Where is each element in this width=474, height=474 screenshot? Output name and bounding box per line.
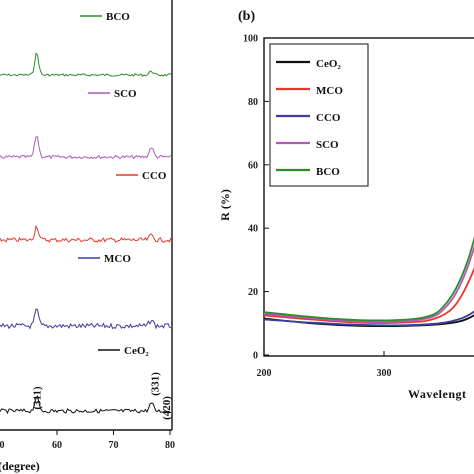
xrd-legend-label: BCO	[106, 11, 130, 23]
reflectance-panel: (b) 020406080100200300400500 CeO₂MCOCCOS…	[218, 9, 474, 401]
xrd-x-tick-label: 80	[165, 440, 175, 451]
reflectance-y-axis-label: R (%)	[218, 189, 232, 221]
reflectance-y-tick-label: 80	[248, 97, 258, 108]
xrd-series-0	[0, 52, 172, 77]
reflectance-y-tick-label: 40	[248, 224, 258, 235]
reflectance-series-3	[263, 244, 474, 323]
xrd-peak-label: (331)	[150, 372, 162, 396]
xrd-peak-label: (420)	[161, 396, 173, 420]
xrd-legend-label: SCO	[114, 88, 137, 100]
xrd-legend-label: CCO	[142, 170, 167, 182]
xrd-legend-label: MCO	[104, 253, 131, 265]
xrd-x-tick-label: 60	[52, 440, 62, 451]
xrd-peak-label: (311)	[32, 386, 44, 410]
reflectance-series-4	[263, 236, 474, 322]
reflectance-y-tick-label: 20	[248, 287, 258, 298]
reflectance-y-tick-label: 100	[243, 34, 258, 45]
reflectance-legend-label: CCO	[316, 112, 341, 124]
reflectance-y-tick-label: 0	[253, 351, 258, 362]
xrd-x-tick-label: 0	[0, 440, 5, 451]
xrd-panel: 60 70 800 BCOSCOCCOMCOCeO₂(311)(331)(420) …	[0, 0, 175, 473]
xrd-legend-label: CeO₂	[124, 345, 149, 357]
panel-b-label: (b)	[238, 9, 255, 24]
xrd-series-3	[0, 308, 172, 330]
xrd-x-tick-label: 70	[109, 440, 119, 451]
reflectance-legend-label: CeO₂	[316, 58, 341, 70]
reflectance-plot-frame	[263, 37, 474, 357]
reflectance-legend-label: SCO	[316, 139, 339, 151]
reflectance-series-1	[263, 267, 474, 324]
xrd-series-2	[0, 224, 172, 243]
reflectance-x-tick-label: 300	[377, 368, 392, 379]
xrd-x-axis-label: (degree)	[0, 459, 40, 473]
reflectance-legend-label: MCO	[316, 85, 343, 97]
reflectance-series-2	[263, 310, 474, 327]
reflectance-y-tick-label: 60	[248, 160, 258, 171]
xrd-series-4	[0, 395, 172, 415]
xrd-series-1	[0, 136, 172, 160]
reflectance-x-tick-label: 200	[257, 368, 272, 379]
reflectance-x-axis-label: Wavelengt	[408, 387, 467, 401]
reflectance-legend-label: BCO	[316, 166, 340, 178]
